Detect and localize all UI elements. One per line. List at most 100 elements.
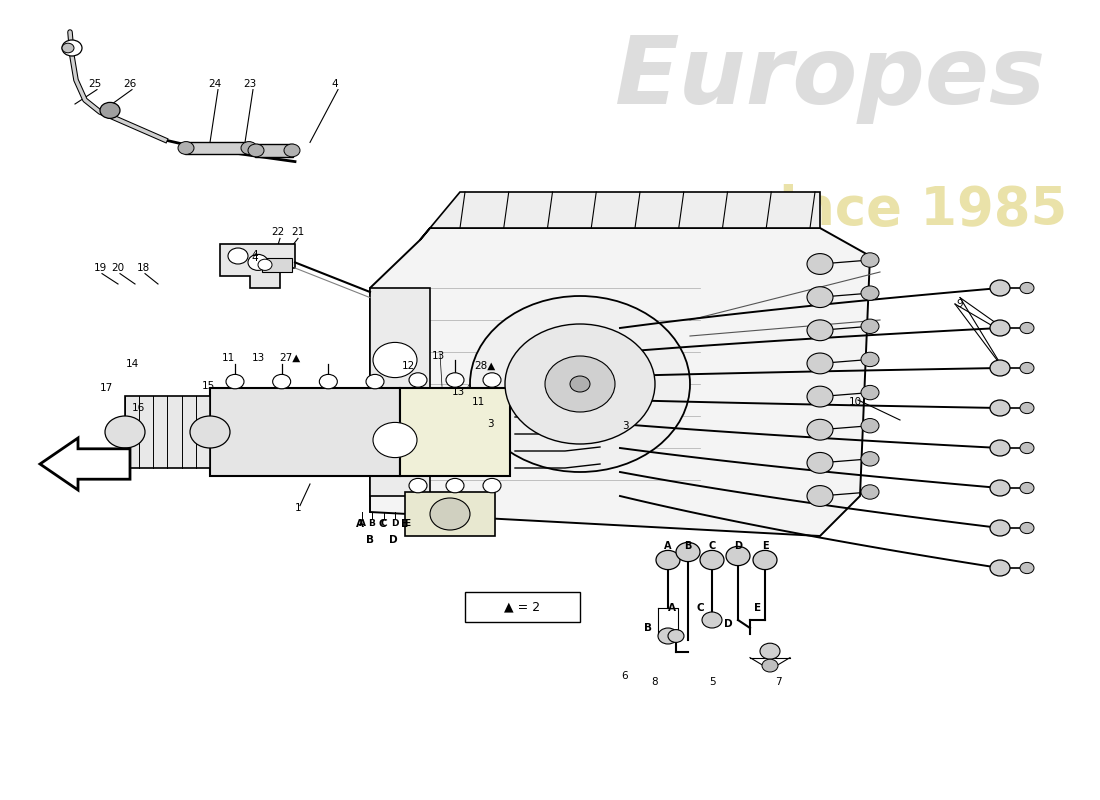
Text: B: B — [368, 519, 375, 529]
Circle shape — [104, 416, 145, 448]
Circle shape — [1020, 402, 1034, 414]
Text: B: B — [684, 541, 692, 550]
Circle shape — [1020, 362, 1034, 374]
Circle shape — [700, 550, 724, 570]
Text: B: B — [644, 623, 652, 633]
Circle shape — [248, 254, 268, 270]
Circle shape — [1020, 322, 1034, 334]
Text: 3: 3 — [621, 421, 628, 430]
Circle shape — [1020, 482, 1034, 494]
Circle shape — [807, 254, 833, 274]
Text: 28▲: 28▲ — [474, 361, 496, 370]
Circle shape — [861, 485, 879, 499]
Text: 13: 13 — [252, 353, 265, 362]
Text: 23: 23 — [243, 79, 256, 89]
Circle shape — [760, 643, 780, 659]
Circle shape — [62, 40, 82, 56]
Circle shape — [1020, 282, 1034, 294]
Text: E: E — [755, 603, 761, 613]
Text: A: A — [356, 519, 364, 529]
Text: D: D — [392, 519, 398, 529]
Circle shape — [861, 253, 879, 267]
Circle shape — [284, 144, 300, 157]
Circle shape — [100, 102, 120, 118]
Circle shape — [409, 478, 427, 493]
Circle shape — [446, 373, 464, 387]
Text: 1: 1 — [295, 503, 301, 513]
Text: 22: 22 — [272, 227, 285, 237]
Circle shape — [990, 560, 1010, 576]
Circle shape — [1020, 522, 1034, 534]
Circle shape — [470, 296, 690, 472]
Text: Europes: Europes — [614, 32, 1045, 124]
Polygon shape — [220, 244, 295, 288]
Circle shape — [505, 324, 654, 444]
Circle shape — [656, 550, 680, 570]
Text: 20: 20 — [111, 263, 124, 273]
Circle shape — [273, 374, 290, 389]
Text: since 1985: since 1985 — [748, 184, 1067, 236]
Circle shape — [668, 630, 684, 642]
Circle shape — [861, 319, 879, 334]
Text: E: E — [761, 541, 768, 550]
Bar — [405, 492, 495, 536]
Text: 4: 4 — [252, 250, 258, 260]
Circle shape — [373, 422, 417, 458]
Circle shape — [861, 418, 879, 433]
Text: 8: 8 — [651, 677, 658, 686]
Circle shape — [366, 374, 384, 389]
Text: 17: 17 — [99, 383, 112, 393]
Text: 4: 4 — [332, 79, 339, 89]
Circle shape — [62, 43, 74, 53]
Circle shape — [861, 386, 879, 400]
Circle shape — [990, 480, 1010, 496]
Circle shape — [990, 280, 1010, 296]
Text: 11: 11 — [221, 353, 234, 362]
Text: 16: 16 — [131, 403, 144, 413]
Circle shape — [990, 440, 1010, 456]
FancyArrow shape — [40, 438, 130, 490]
Circle shape — [807, 286, 833, 307]
Text: 13: 13 — [431, 351, 444, 361]
Bar — [125, 396, 210, 468]
Circle shape — [248, 144, 264, 157]
Circle shape — [1020, 562, 1034, 574]
Circle shape — [807, 353, 833, 374]
Text: D: D — [734, 541, 742, 550]
Circle shape — [676, 542, 700, 562]
Text: 13: 13 — [451, 387, 464, 397]
Text: 7: 7 — [774, 677, 781, 686]
Circle shape — [226, 374, 244, 389]
Circle shape — [990, 360, 1010, 376]
Circle shape — [178, 142, 194, 154]
Polygon shape — [420, 192, 820, 240]
Text: 3: 3 — [486, 419, 493, 429]
Text: D: D — [724, 619, 733, 629]
Bar — [465, 592, 580, 622]
Text: 9: 9 — [957, 299, 964, 309]
Bar — [370, 288, 430, 496]
Bar — [185, 142, 250, 154]
Text: 21: 21 — [292, 227, 305, 237]
Text: A: A — [668, 603, 676, 613]
Circle shape — [807, 419, 833, 440]
Text: 11: 11 — [472, 397, 485, 406]
Text: C: C — [381, 519, 387, 529]
Text: 12: 12 — [402, 361, 415, 370]
Text: E: E — [404, 519, 410, 529]
Text: 27▲: 27▲ — [279, 353, 300, 362]
Text: B: B — [366, 535, 374, 545]
Circle shape — [990, 400, 1010, 416]
Circle shape — [861, 352, 879, 366]
Text: C: C — [378, 519, 386, 529]
Text: ▲ = 2: ▲ = 2 — [504, 601, 540, 614]
Text: 25: 25 — [88, 79, 101, 89]
Circle shape — [990, 520, 1010, 536]
Circle shape — [483, 478, 500, 493]
Circle shape — [762, 659, 778, 672]
Bar — [255, 144, 293, 157]
Circle shape — [807, 486, 833, 506]
Text: 26: 26 — [123, 79, 136, 89]
Text: C: C — [696, 603, 704, 613]
Circle shape — [990, 320, 1010, 336]
